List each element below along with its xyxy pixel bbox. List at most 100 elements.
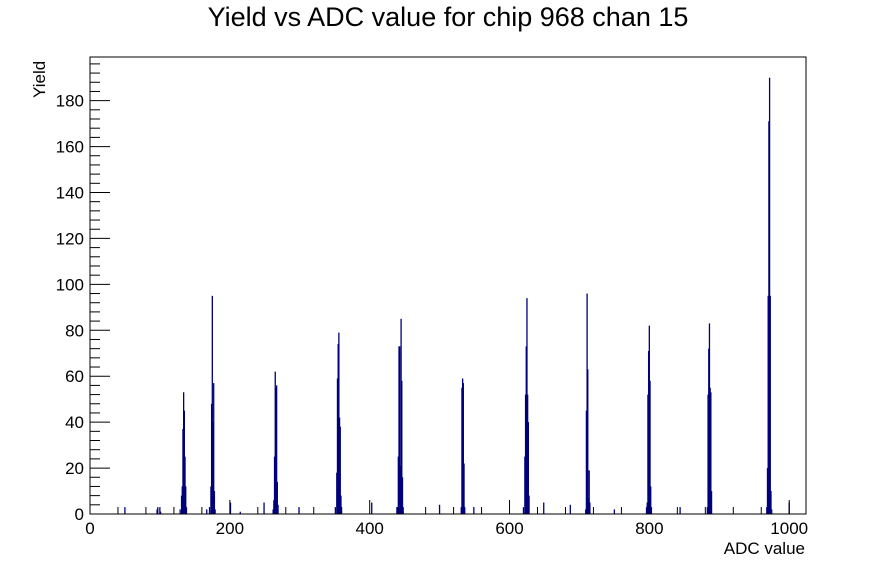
histogram-bin-92 — [709, 387, 711, 514]
histogram-bin-56 — [461, 378, 464, 514]
histogram-bin-96 — [766, 468, 769, 514]
histogram-bin-41 — [339, 426, 341, 514]
histogram-bin-10 — [183, 410, 185, 514]
histogram-bin-11 — [184, 456, 186, 514]
x-tick-label: 0 — [85, 519, 94, 538]
histogram-bin-69 — [543, 502, 545, 514]
histogram-bin-75 — [587, 497, 590, 514]
x-tick-label: 600 — [495, 519, 523, 538]
histogram-bin-102 — [771, 509, 773, 514]
histogram-bin-0 — [124, 507, 126, 514]
histogram-bin-53 — [438, 504, 441, 514]
histogram-bin-93 — [710, 392, 712, 514]
histogram-bin-45 — [397, 456, 399, 514]
y-axis-title: Yield — [30, 61, 49, 98]
x-tick-label: 1000 — [770, 519, 808, 538]
histogram-bin-15 — [208, 507, 211, 514]
histogram-bin-83 — [648, 325, 650, 514]
histogram-bin-27 — [273, 500, 275, 514]
histogram-bin-32 — [276, 481, 278, 514]
histogram-bin-25 — [263, 502, 265, 514]
histogram-bin-55 — [461, 387, 463, 514]
histogram-bin-46 — [398, 346, 400, 514]
histogram-bin-23 — [229, 502, 232, 514]
histogram-bin-2 — [157, 507, 159, 514]
histogram-bin-68 — [528, 495, 530, 514]
histogram-bin-40 — [338, 417, 341, 514]
histogram-bin-12 — [185, 486, 187, 514]
histogram-bin-74 — [587, 369, 589, 514]
histogram-bin-3 — [159, 507, 161, 514]
histogram-bin-36 — [336, 472, 338, 514]
histogram-bin-61 — [522, 507, 525, 514]
histogram-bin-94 — [710, 491, 713, 514]
histogram-bin-62 — [524, 456, 526, 514]
histogram-bin-81 — [647, 394, 649, 514]
histogram-bin-71 — [585, 509, 587, 514]
y-tick-label: 20 — [65, 459, 84, 478]
histogram-bin-54 — [460, 507, 462, 514]
x-axis-title: ADC value — [724, 539, 805, 558]
histogram-bin-47 — [399, 346, 401, 514]
histogram-bin-8 — [182, 429, 184, 514]
histogram-bin-98 — [768, 121, 770, 515]
histogram-bin-78 — [613, 509, 616, 514]
histogram-bin-51 — [401, 477, 404, 514]
histogram-bin-88 — [706, 507, 709, 514]
histogram-bin-17 — [210, 403, 213, 514]
histogram-bin-42 — [340, 495, 342, 514]
histogram-bin-97 — [767, 295, 769, 514]
histogram-bin-70 — [569, 504, 571, 514]
histogram-bin-19 — [212, 422, 214, 514]
axis-ticks: 0 200 400 600 800 1000 0 20 40 60 80 100 120 140 160 18… — [56, 63, 808, 538]
histogram-bin-22 — [214, 509, 216, 514]
histogram-bin-100 — [769, 295, 771, 514]
histogram-bin-29 — [274, 371, 276, 514]
histogram-bin-72 — [585, 410, 588, 514]
histogram-bin-34 — [298, 507, 300, 514]
y-tick-label: 0 — [75, 505, 84, 524]
histogram-bin-66 — [527, 394, 529, 514]
histogram-bin-35 — [334, 507, 337, 514]
histogram-bars — [124, 77, 790, 515]
histogram-bin-21 — [213, 491, 216, 514]
histogram-bin-13 — [185, 507, 188, 514]
histogram-bin-6 — [180, 495, 183, 514]
y-tick-label: 180 — [56, 92, 84, 111]
histogram-bin-7 — [181, 486, 183, 514]
y-tick-label: 100 — [56, 275, 84, 294]
axes-frame — [89, 56, 807, 515]
histogram-bin-90 — [708, 348, 710, 514]
histogram-bin-82 — [647, 350, 650, 514]
y-tick-label: 60 — [65, 367, 84, 386]
y-tick-label: 40 — [65, 413, 84, 432]
histogram-bin-43 — [371, 502, 373, 514]
histogram-bin-59 — [464, 507, 466, 514]
histogram-bin-80 — [646, 502, 648, 514]
histogram-bin-20 — [213, 383, 215, 514]
y-tick-label: 120 — [56, 229, 84, 248]
histogram-bin-89 — [707, 394, 709, 514]
histogram-bin-63 — [524, 394, 527, 514]
histogram-bin-84 — [649, 380, 651, 514]
histogram-bin-50 — [401, 380, 403, 514]
y-tick-label: 80 — [65, 321, 84, 340]
histogram-bin-73 — [586, 293, 588, 514]
histogram-bin-48 — [399, 465, 402, 514]
histogram-bin-79 — [645, 507, 648, 514]
histogram-bin-38 — [337, 344, 339, 514]
histogram-bin-18 — [211, 295, 213, 514]
histogram-bin-87 — [679, 507, 681, 514]
chart-title: Yield vs ADC value for chip 968 chan 15 — [207, 2, 689, 32]
histogram-bin-86 — [650, 507, 653, 514]
histogram-bin-5 — [179, 509, 181, 514]
histogram-bin-49 — [400, 318, 402, 514]
histogram-bin-26 — [272, 509, 274, 514]
histogram-bin-85 — [650, 486, 652, 514]
histogram-bin-4 — [159, 511, 162, 514]
histogram-bin-30 — [275, 387, 277, 514]
x-tick-label: 400 — [356, 519, 384, 538]
histogram-bin-9 — [183, 392, 185, 514]
histogram-bin-57 — [462, 383, 464, 514]
